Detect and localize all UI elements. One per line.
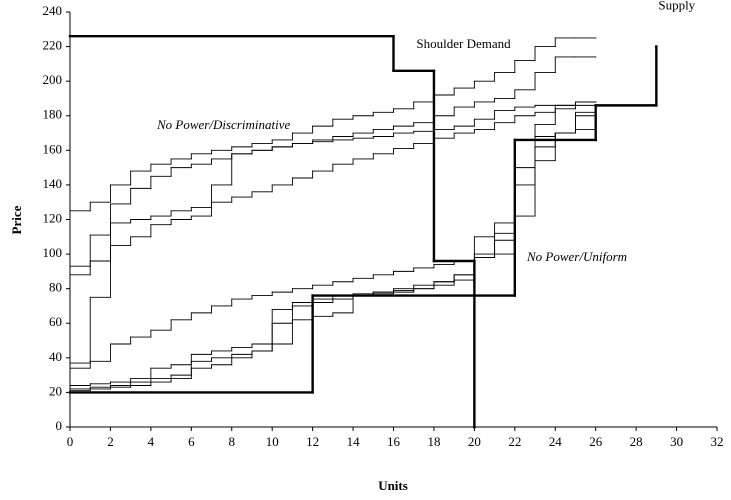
x-tick-label: 20 [468,434,481,449]
x-tick-label: 16 [387,434,401,449]
y-axis-label: Price [9,205,24,234]
y-tick-label: 0 [56,418,63,433]
x-tick-label: 10 [266,434,279,449]
x-tick-label: 22 [508,434,521,449]
annotation: No Power/Uniform [526,249,627,264]
y-tick-label: 40 [49,349,62,364]
y-tick-label: 80 [49,280,62,295]
x-tick-label: 32 [711,434,724,449]
y-tick-label: 240 [43,3,63,18]
y-tick-label: 160 [43,141,63,156]
y-tick-label: 140 [43,176,63,191]
series-label: Supply [658,0,695,13]
x-tick-label: 8 [229,434,236,449]
x-axis-label: Units [378,478,408,493]
y-tick-label: 220 [43,38,63,53]
x-tick-label: 2 [107,434,114,449]
x-tick-label: 26 [589,434,603,449]
x-tick-label: 24 [549,434,563,449]
x-tick-label: 0 [67,434,74,449]
x-tick-label: 18 [427,434,440,449]
x-tick-label: 28 [630,434,643,449]
x-tick-label: 12 [306,434,319,449]
x-tick-label: 30 [670,434,683,449]
y-tick-label: 60 [49,314,62,329]
annotation: No Power/Discriminative [156,117,290,132]
y-tick-label: 200 [43,72,63,87]
y-tick-label: 180 [43,107,63,122]
y-tick-label: 120 [43,210,63,225]
y-tick-label: 20 [49,383,62,398]
y-tick-label: 100 [43,245,63,260]
x-tick-label: 6 [188,434,195,449]
x-tick-label: 4 [148,434,155,449]
series-label: Shoulder Demand [416,36,511,51]
x-tick-label: 14 [347,434,361,449]
